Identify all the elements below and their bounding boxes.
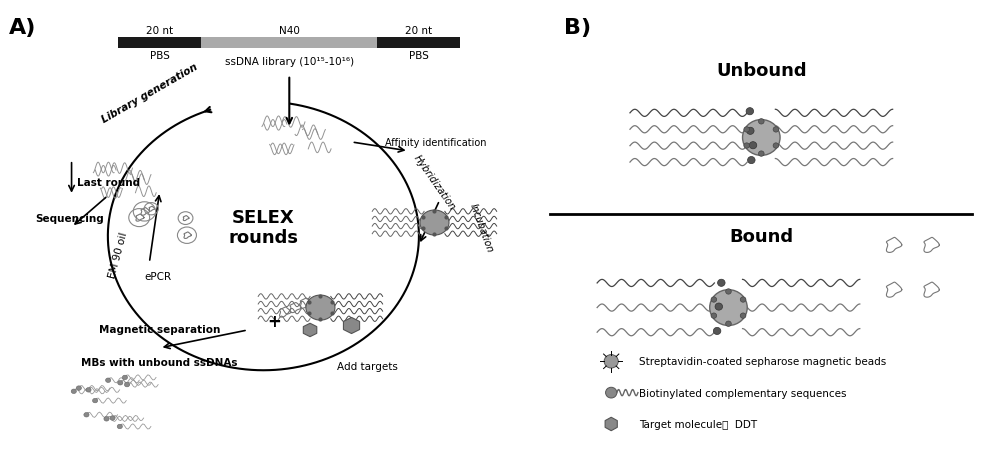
Text: ssDNA library (10¹⁵-10¹⁶): ssDNA library (10¹⁵-10¹⁶) xyxy=(225,57,354,67)
Text: Incubation: Incubation xyxy=(468,202,495,253)
Circle shape xyxy=(743,120,780,156)
Text: Hybridization: Hybridization xyxy=(412,153,457,212)
Circle shape xyxy=(710,290,747,326)
Circle shape xyxy=(86,388,91,392)
Circle shape xyxy=(106,378,111,383)
Text: Biotinylated complementary sequences: Biotinylated complementary sequences xyxy=(639,388,847,398)
FancyBboxPatch shape xyxy=(201,38,377,49)
Circle shape xyxy=(124,383,130,387)
Text: PBS: PBS xyxy=(409,51,429,61)
Text: Unbound: Unbound xyxy=(716,62,807,80)
Circle shape xyxy=(110,416,115,420)
Circle shape xyxy=(604,355,618,368)
Text: Sequencing: Sequencing xyxy=(35,213,104,223)
Circle shape xyxy=(118,381,123,385)
Text: 20 nt: 20 nt xyxy=(146,25,173,35)
Circle shape xyxy=(740,313,746,318)
Circle shape xyxy=(758,119,764,125)
Text: ePCR: ePCR xyxy=(144,272,171,282)
Circle shape xyxy=(84,413,89,417)
Circle shape xyxy=(773,143,779,149)
Text: Streptavidin-coated sepharose magnetic beads: Streptavidin-coated sepharose magnetic b… xyxy=(639,357,887,366)
Circle shape xyxy=(773,127,779,133)
Text: Magnetic separation: Magnetic separation xyxy=(99,325,220,335)
Circle shape xyxy=(726,321,731,327)
Circle shape xyxy=(748,157,755,164)
Text: N40: N40 xyxy=(279,25,300,35)
Text: Target molecule：  DDT: Target molecule： DDT xyxy=(639,419,757,429)
Text: PBS: PBS xyxy=(150,51,170,61)
Text: Affinity identification: Affinity identification xyxy=(385,138,486,147)
Circle shape xyxy=(718,279,725,287)
Circle shape xyxy=(744,143,749,149)
Circle shape xyxy=(711,297,717,303)
Circle shape xyxy=(726,289,731,294)
Polygon shape xyxy=(343,318,360,334)
Text: Add targets: Add targets xyxy=(337,362,398,371)
Circle shape xyxy=(420,211,449,236)
Text: SELEX
rounds: SELEX rounds xyxy=(228,208,298,247)
Circle shape xyxy=(306,295,335,320)
Circle shape xyxy=(76,386,81,390)
Circle shape xyxy=(749,142,757,150)
Polygon shape xyxy=(303,324,317,337)
Text: MBs with unbound ssDNAs: MBs with unbound ssDNAs xyxy=(81,357,238,367)
Text: B): B) xyxy=(564,18,591,37)
Circle shape xyxy=(715,303,723,310)
Text: Last round: Last round xyxy=(77,178,140,188)
Text: +: + xyxy=(267,312,281,330)
Text: 20 nt: 20 nt xyxy=(405,25,432,35)
Circle shape xyxy=(744,127,749,133)
Circle shape xyxy=(740,297,746,303)
Text: Library generation: Library generation xyxy=(100,62,199,125)
Circle shape xyxy=(746,108,754,116)
FancyBboxPatch shape xyxy=(118,38,201,49)
Circle shape xyxy=(713,328,721,335)
Text: EM 90 oil: EM 90 oil xyxy=(107,230,129,278)
Circle shape xyxy=(71,389,76,394)
Polygon shape xyxy=(605,417,617,431)
Circle shape xyxy=(122,375,128,380)
FancyBboxPatch shape xyxy=(377,38,460,49)
Circle shape xyxy=(117,425,122,429)
Circle shape xyxy=(104,417,109,421)
Circle shape xyxy=(93,399,98,403)
Text: A): A) xyxy=(9,18,37,37)
Circle shape xyxy=(606,387,617,398)
Circle shape xyxy=(747,128,754,135)
Text: Bound: Bound xyxy=(729,228,793,245)
Circle shape xyxy=(711,313,717,318)
Circle shape xyxy=(758,152,764,157)
